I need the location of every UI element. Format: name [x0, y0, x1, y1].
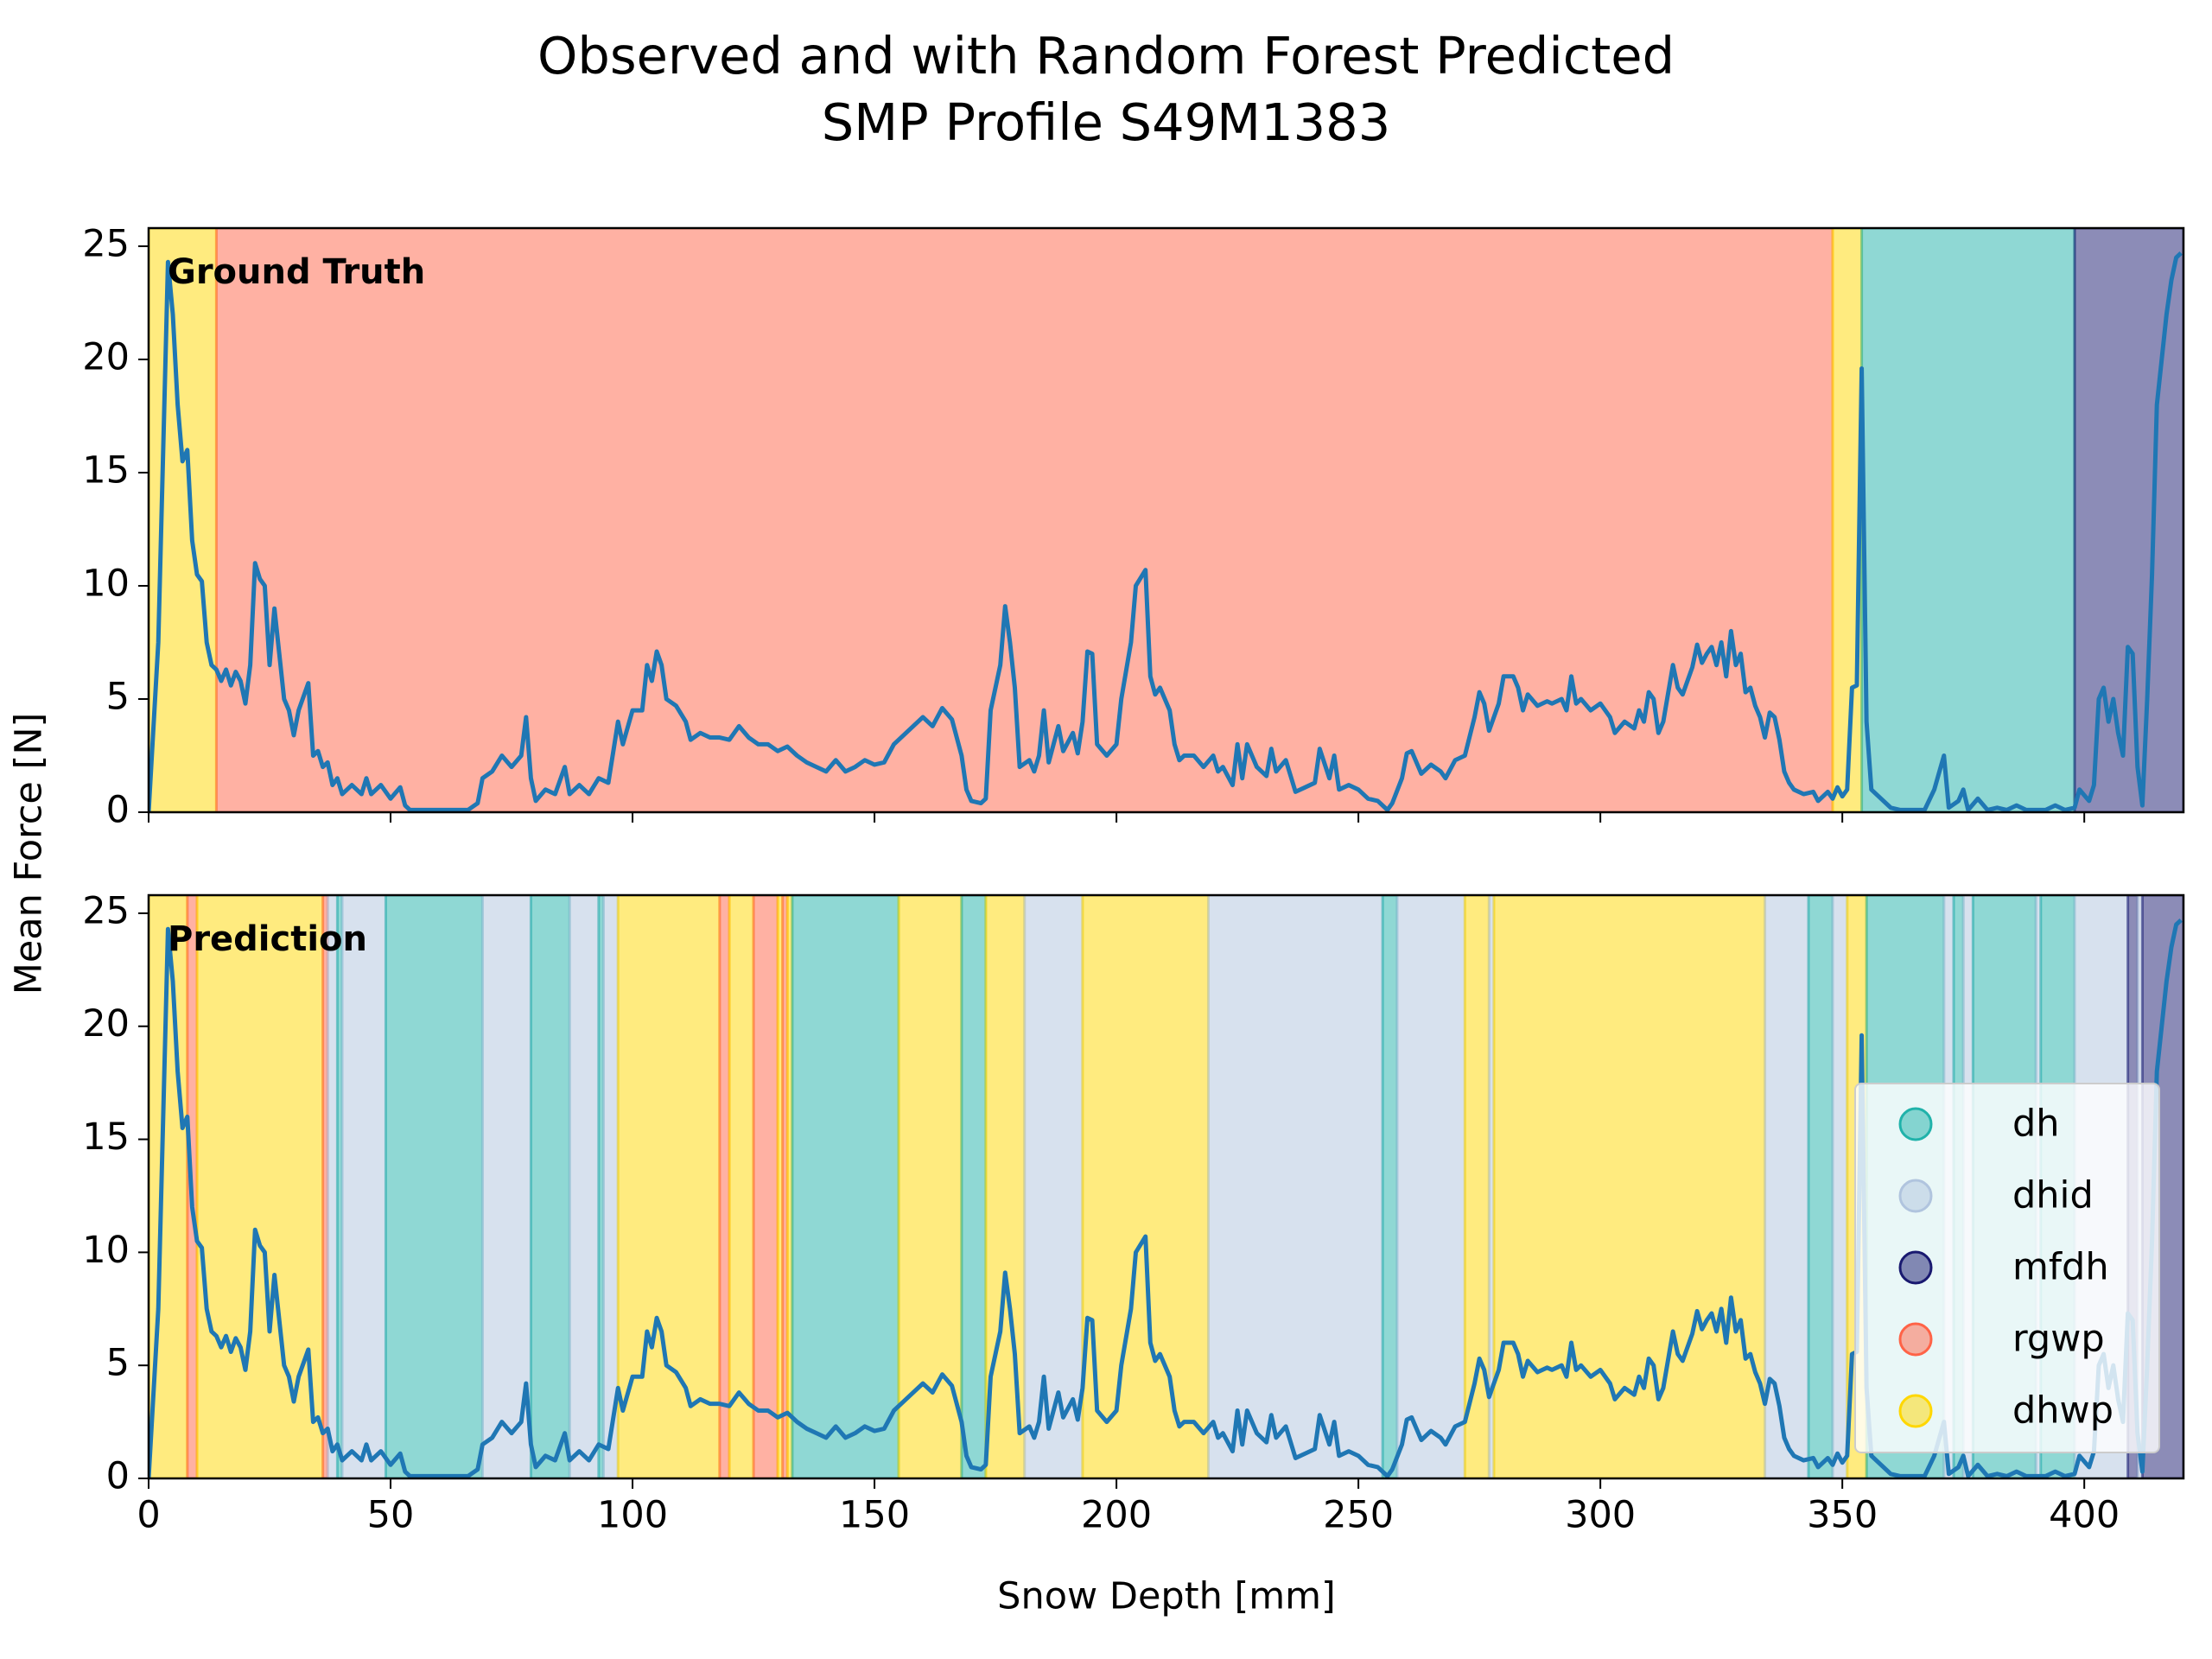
force-line	[149, 918, 2183, 1478]
x-axis-label: Snow Depth [mm]	[997, 1575, 1336, 1618]
class-span	[616, 895, 721, 1478]
class-span	[568, 895, 601, 1478]
class-span	[718, 895, 731, 1478]
x-tick-label: 50	[367, 1494, 415, 1537]
y-tick-label: 25	[82, 889, 130, 932]
x-tick-label: 300	[1565, 1494, 1636, 1537]
y-axis-label: Mean Force [N]	[8, 713, 51, 995]
y-tick-label: 0	[106, 789, 130, 832]
legend-marker	[1898, 1250, 1933, 1285]
y-tick-label: 10	[82, 1229, 130, 1272]
force-line	[149, 251, 2183, 812]
panel-label: Ground Truth	[168, 252, 425, 292]
class-span	[1081, 895, 1211, 1478]
class-span	[1463, 895, 1491, 1478]
legend-label: mfdh	[2012, 1246, 2109, 1289]
y-tick-label: 20	[82, 335, 130, 378]
axes-frame	[147, 893, 2185, 1480]
class-span	[1207, 895, 1384, 1478]
class-span	[1807, 895, 1834, 1478]
panel-label: Prediction	[168, 919, 367, 959]
class-span	[340, 895, 387, 1478]
y-tick-label: 15	[82, 448, 130, 492]
y-tick-label: 25	[82, 222, 130, 265]
class-span	[384, 895, 484, 1478]
plot-area	[149, 228, 2183, 812]
class-span	[195, 895, 325, 1478]
y-tick-label: 20	[82, 1002, 130, 1046]
legend-label: dh	[2012, 1103, 2060, 1146]
title: Observed and with Random Forest Predicte…	[537, 26, 1675, 86]
class-span	[1492, 895, 1767, 1478]
class-span	[214, 228, 1834, 812]
class-span	[897, 895, 963, 1478]
class-span	[1023, 895, 1084, 1478]
legend-label: rgwp	[2012, 1318, 2105, 1361]
x-tick-label: 250	[1323, 1494, 1394, 1537]
axes-frame	[147, 226, 2185, 814]
legend-marker	[1898, 1107, 1933, 1141]
x-tick-label: 100	[597, 1494, 668, 1537]
y-tick-label: 0	[106, 1455, 130, 1498]
legend-marker	[1898, 1394, 1933, 1428]
class-span	[960, 895, 988, 1478]
class-span	[752, 895, 779, 1478]
class-span	[728, 895, 755, 1478]
x-tick-label: 150	[839, 1494, 910, 1537]
legend-label: dhid	[2012, 1174, 2094, 1217]
x-tick-label: 200	[1081, 1494, 1152, 1537]
class-span	[326, 895, 339, 1478]
class-span	[791, 895, 900, 1478]
y-tick-label: 10	[82, 562, 130, 605]
class-span	[1381, 895, 1399, 1478]
class-span	[149, 228, 218, 812]
legend-marker	[1898, 1179, 1933, 1213]
x-tick-label: 350	[1807, 1494, 1878, 1537]
legend-marker	[1898, 1322, 1933, 1357]
y-tick-label: 5	[106, 1342, 130, 1385]
class-span	[1831, 895, 1849, 1478]
class-span	[529, 895, 571, 1478]
y-tick-label: 5	[106, 675, 130, 718]
legend-label: dhwp	[2012, 1389, 2113, 1433]
class-span	[1764, 895, 1810, 1478]
subtitle: SMP Profile S49M1383	[822, 92, 1390, 152]
x-tick-label: 400	[2049, 1494, 2120, 1537]
y-tick-label: 15	[82, 1116, 130, 1159]
class-span	[1831, 228, 1864, 812]
legend-box	[1854, 1083, 2160, 1453]
class-span	[1395, 895, 1466, 1478]
class-span	[1860, 228, 2076, 812]
x-tick-label: 0	[137, 1494, 160, 1537]
